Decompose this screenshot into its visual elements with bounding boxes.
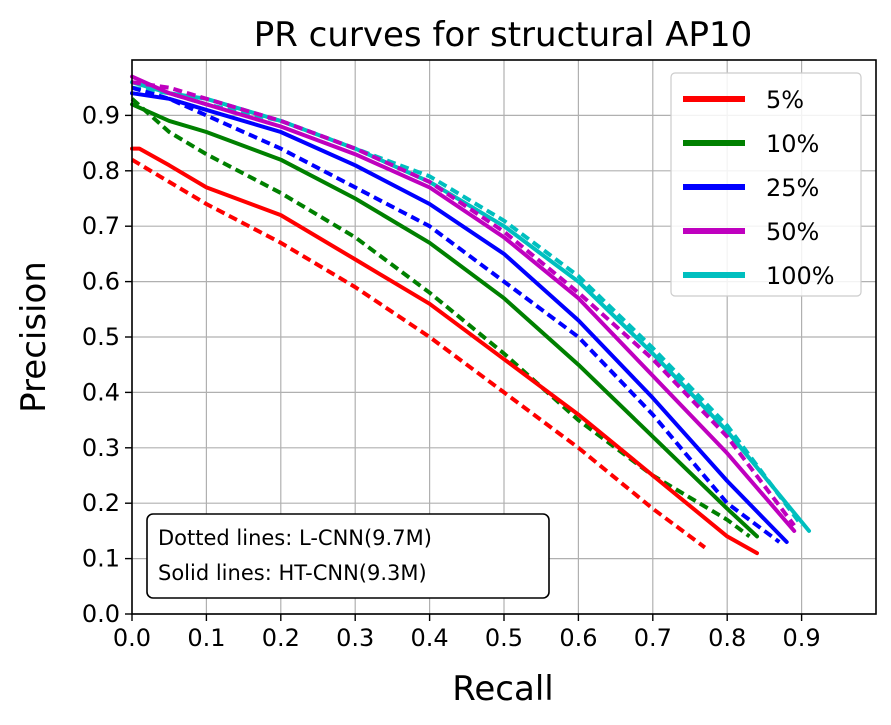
chart-title: PR curves for structural AP10 [254, 15, 753, 55]
y-tick-label: 0.5 [82, 323, 120, 351]
legend-label: 5% [766, 86, 804, 114]
x-tick-label: 0.9 [783, 624, 821, 652]
y-axis-title: Precision [14, 261, 54, 413]
x-tick-label: 0.0 [113, 624, 151, 652]
series-line-25-ht-cnn-9-3m [130, 91, 789, 544]
annotation-box [146, 513, 550, 599]
series-line-5-ht-cnn-9-3m [130, 146, 759, 556]
series-line-5-l-cnn-9-7m [130, 157, 707, 550]
x-axis-title: Recall [452, 669, 553, 709]
y-tick-label: 0.2 [82, 489, 120, 517]
axis-ticks: 0.0 0.1 0.2 0.3 0.4 0.5 0.6 0.7 0.8 0.9 0.0 0.1 0.2 0… [82, 101, 821, 652]
x-tick-label: 0.4 [411, 624, 449, 652]
x-tick-label: 0.7 [634, 624, 672, 652]
x-tick-label: 0.2 [262, 624, 300, 652]
annotation-solid-text: Solid lines: HT-CNN(9.3M) [158, 561, 427, 585]
x-tick-label: 0.1 [187, 624, 225, 652]
series-line-50-l-cnn-9-7m [131, 80, 796, 527]
y-tick-label: 0.6 [82, 268, 120, 296]
series-line-25-l-cnn-9-7m [131, 85, 781, 544]
legend-label: 100% [766, 262, 835, 290]
y-tick-label: 0.0 [82, 600, 120, 628]
series-line-50-ht-cnn-9-3m [130, 74, 797, 533]
series-lines [130, 74, 811, 556]
legend-label: 25% [766, 174, 819, 202]
y-tick-label: 0.8 [82, 157, 120, 185]
legend: 5% 10% 25% 50% 100% [670, 72, 862, 297]
y-tick-label: 0.3 [82, 434, 120, 462]
legend-label: 10% [766, 130, 819, 158]
y-tick-label: 0.1 [82, 545, 120, 573]
series-line-10-ht-cnn-9-3m [130, 102, 759, 539]
line-style-annotation: Dotted lines: L-CNN(9.7M) Solid lines: H… [146, 513, 550, 599]
y-tick-label: 0.7 [82, 212, 120, 240]
legend-label: 50% [766, 218, 819, 246]
x-tick-label: 0.8 [708, 624, 746, 652]
x-tick-label: 0.5 [485, 624, 523, 652]
x-tick-label: 0.3 [336, 624, 374, 652]
x-tick-label: 0.6 [559, 624, 597, 652]
y-tick-label: 0.4 [82, 378, 120, 406]
series-line-10-l-cnn-9-7m [130, 97, 751, 539]
legend-box [670, 72, 862, 297]
annotation-dotted-text: Dotted lines: L-CNN(9.7M) [158, 526, 432, 550]
y-tick-label: 0.9 [82, 101, 120, 129]
